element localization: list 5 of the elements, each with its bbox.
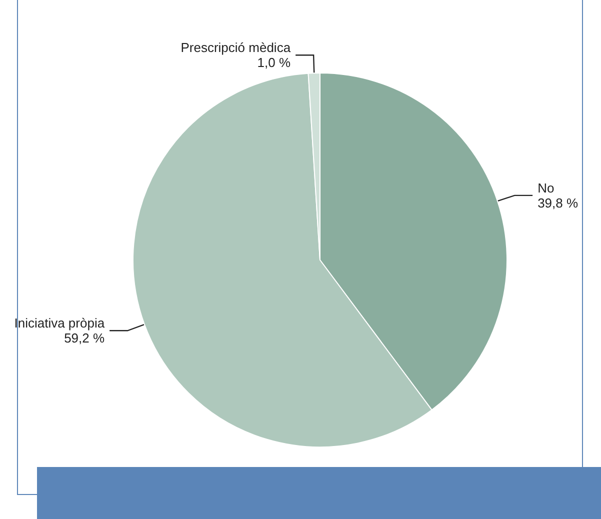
slice-label: Prescripció mèdica bbox=[180, 40, 292, 56]
data-label: 39,8 % bbox=[538, 195, 578, 210]
slice-label: No bbox=[538, 180, 554, 196]
data-label: 1,0 % bbox=[257, 55, 291, 70]
data-label: 59,2 % bbox=[64, 330, 105, 346]
